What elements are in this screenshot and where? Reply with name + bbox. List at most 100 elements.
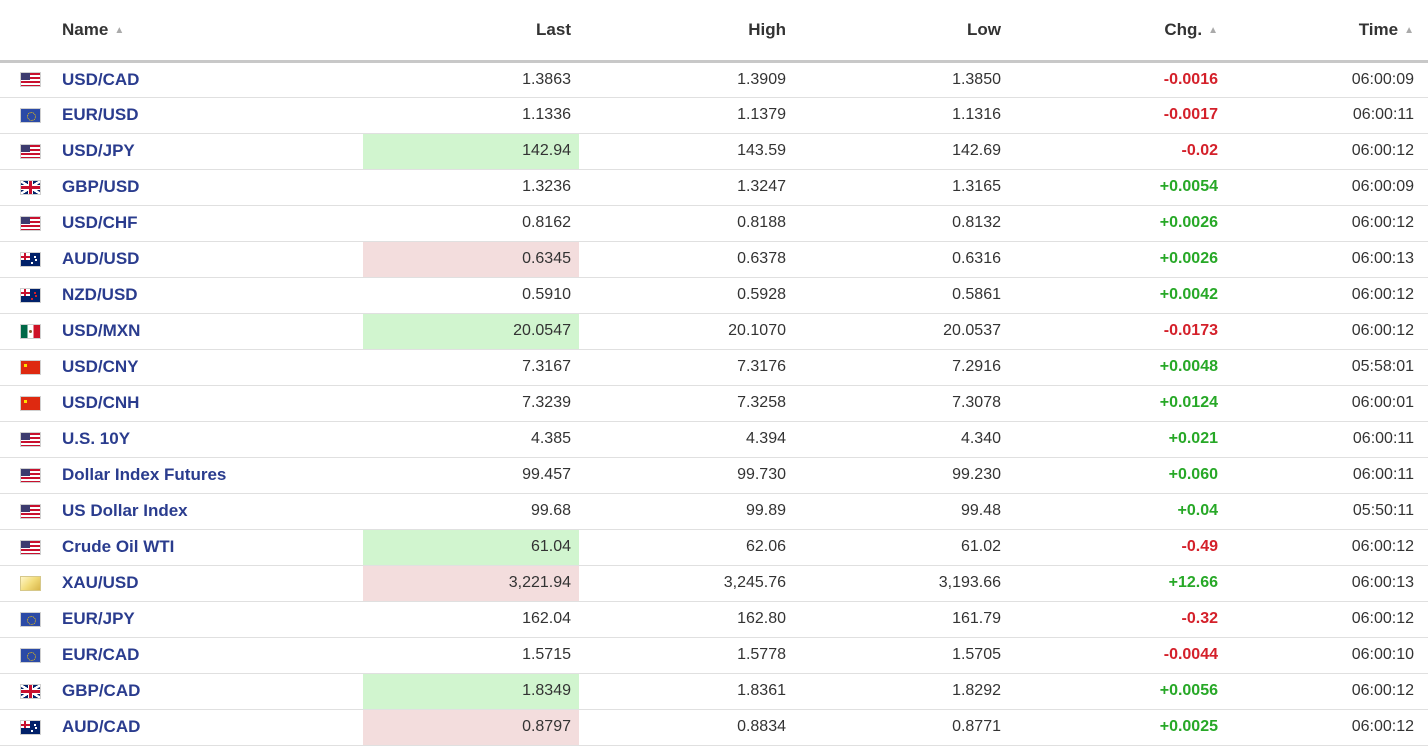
- change-cell: -0.0173: [1009, 313, 1226, 350]
- table-row: USD/CNY 7.3167 7.3176 7.2916 +0.0048 05:58:01: [0, 349, 1428, 386]
- instrument-link[interactable]: GBP/CAD: [62, 681, 141, 700]
- high-cell: 143.59: [579, 133, 794, 170]
- low-cell: 0.8132: [794, 205, 1009, 242]
- high-cell: 0.5928: [579, 277, 794, 314]
- sort-arrows-icon[interactable]: ▲︎: [1208, 24, 1218, 36]
- au-flag-icon: [20, 719, 41, 735]
- name-cell: USD/JPY: [54, 133, 363, 170]
- table-row: USD/JPY 142.94 143.59 142.69 -0.02 06:00:12: [0, 133, 1428, 170]
- last-cell: 142.94: [363, 133, 579, 170]
- name-cell: Dollar Index Futures: [54, 457, 363, 494]
- high-cell: 99.730: [579, 457, 794, 494]
- high-cell: 1.3247: [579, 169, 794, 206]
- last-cell: 99.457: [363, 457, 579, 494]
- low-cell: 1.5705: [794, 637, 1009, 674]
- name-cell: USD/CHF: [54, 205, 363, 242]
- instrument-link[interactable]: USD/CHF: [62, 213, 138, 232]
- instrument-link[interactable]: NZD/USD: [62, 285, 138, 304]
- time-cell: 06:00:13: [1226, 241, 1424, 278]
- status-cell: [1424, 133, 1428, 170]
- chg-column-header[interactable]: Chg. ▲︎: [1009, 0, 1226, 63]
- table-header-row: Name ▲︎ Last High Low Chg. ▲︎ Time ▲︎: [0, 0, 1428, 63]
- change-cell: -0.0044: [1009, 637, 1226, 674]
- time-cell: 06:00:12: [1226, 529, 1424, 566]
- sort-arrows-icon[interactable]: ▲︎: [114, 24, 125, 36]
- time-cell: 06:00:01: [1226, 385, 1424, 422]
- time-column-header[interactable]: Time ▲︎: [1226, 0, 1424, 63]
- name-cell: USD/MXN: [54, 313, 363, 350]
- us-flag-icon: [20, 143, 41, 159]
- status-cell: [1424, 349, 1428, 386]
- high-cell: 62.06: [579, 529, 794, 566]
- status-cell: [1424, 457, 1428, 494]
- flag-cell: [0, 385, 54, 422]
- instrument-link[interactable]: USD/JPY: [62, 141, 135, 160]
- last-cell: 1.8349: [363, 673, 579, 710]
- gb-flag-icon: [20, 683, 41, 699]
- instrument-link[interactable]: USD/CNY: [62, 357, 139, 376]
- table-row: GBP/CAD 1.8349 1.8361 1.8292 +0.0056 06:00:12: [0, 673, 1428, 710]
- instrument-link[interactable]: USD/CNH: [62, 393, 140, 412]
- table-row: AUD/CAD 0.8797 0.8834 0.8771 +0.0025 06:00:12: [0, 709, 1428, 746]
- table-row: EUR/USD 1.1336 1.1379 1.1316 -0.0017 06:00:11: [0, 97, 1428, 134]
- table-row: USD/MXN 20.0547 20.1070 20.0537 -0.0173 06:00…: [0, 313, 1428, 350]
- instrument-link[interactable]: USD/CAD: [62, 69, 140, 89]
- instrument-link[interactable]: EUR/CAD: [62, 645, 140, 664]
- table-row: US Dollar Index 99.68 99.89 99.48 +0.04 05:50…: [0, 493, 1428, 530]
- change-cell: +0.060: [1009, 457, 1226, 494]
- instrument-link[interactable]: XAU/USD: [62, 573, 139, 592]
- high-cell: 0.6378: [579, 241, 794, 278]
- change-cell: +0.04: [1009, 493, 1226, 530]
- instrument-link[interactable]: Crude Oil WTI: [62, 537, 175, 556]
- status-cell: [1424, 493, 1428, 530]
- instrument-link[interactable]: USD/MXN: [62, 321, 141, 340]
- instrument-link[interactable]: U.S. 10Y: [62, 429, 131, 448]
- us-flag-icon: [20, 72, 41, 87]
- status-cell: [1424, 565, 1428, 602]
- status-cell: [1424, 61, 1428, 98]
- low-cell: 99.230: [794, 457, 1009, 494]
- table-row: Dollar Index Futures 99.457 99.730 99.230 +0…: [0, 457, 1428, 494]
- status-cell: [1424, 241, 1428, 278]
- low-cell: 0.5861: [794, 277, 1009, 314]
- instrument-link[interactable]: US Dollar Index: [62, 501, 188, 520]
- status-cell: [1424, 205, 1428, 242]
- name-column-header[interactable]: Name ▲︎: [54, 0, 363, 63]
- last-cell: 0.8162: [363, 205, 579, 242]
- high-cell: 0.8834: [579, 709, 794, 746]
- cn-flag-icon: [20, 395, 41, 411]
- last-cell: 1.5715: [363, 637, 579, 674]
- instrument-link[interactable]: Dollar Index Futures: [62, 465, 227, 484]
- last-cell: 7.3167: [363, 349, 579, 386]
- sort-arrows-icon[interactable]: ▲︎: [1404, 24, 1414, 36]
- name-cell: GBP/USD: [54, 169, 363, 206]
- table-row: USD/CNH 7.3239 7.3258 7.3078 +0.0124 06:00:01: [0, 385, 1428, 422]
- name-cell: US Dollar Index: [54, 493, 363, 530]
- flag-cell: [0, 133, 54, 170]
- low-cell: 20.0537: [794, 313, 1009, 350]
- status-cell: [1424, 637, 1428, 674]
- us-flag-icon: [20, 467, 41, 483]
- low-cell: 3,193.66: [794, 565, 1009, 602]
- low-cell: 7.2916: [794, 349, 1009, 386]
- instrument-link[interactable]: GBP/USD: [62, 177, 140, 196]
- low-cell: 1.8292: [794, 673, 1009, 710]
- high-cell: 162.80: [579, 601, 794, 638]
- instrument-link[interactable]: EUR/JPY: [62, 609, 135, 628]
- time-cell: 06:00:09: [1226, 61, 1424, 98]
- au-flag-icon: [20, 251, 41, 267]
- change-cell: -0.02: [1009, 133, 1226, 170]
- instrument-link[interactable]: EUR/USD: [62, 105, 139, 124]
- instrument-link[interactable]: AUD/CAD: [62, 717, 141, 736]
- high-cell: 7.3258: [579, 385, 794, 422]
- last-cell: 7.3239: [363, 385, 579, 422]
- last-cell: 1.1336: [363, 97, 579, 134]
- change-cell: +0.0056: [1009, 673, 1226, 710]
- eu-flag-icon: [20, 107, 41, 123]
- cn-flag-icon: [20, 359, 41, 375]
- us-flag-icon: [20, 431, 41, 447]
- change-cell: +12.66: [1009, 565, 1226, 602]
- name-cell: EUR/JPY: [54, 601, 363, 638]
- instrument-link[interactable]: AUD/USD: [62, 249, 140, 268]
- change-cell: -0.49: [1009, 529, 1226, 566]
